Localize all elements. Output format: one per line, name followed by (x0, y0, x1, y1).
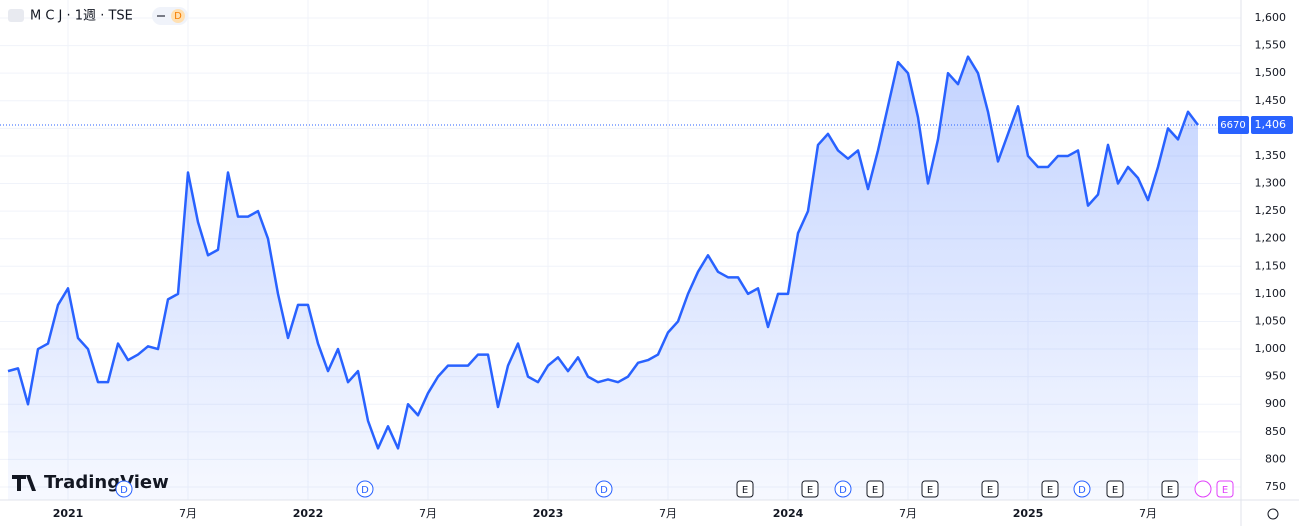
x-tick-label: 2021 (53, 507, 84, 520)
event-label: E (1167, 485, 1173, 496)
split-marker (1194, 480, 1212, 498)
logo-mark (12, 475, 36, 491)
event-marker (1106, 480, 1124, 498)
x-tick-label: 7月 (179, 507, 197, 520)
badge-dash (157, 15, 165, 17)
event-marker (736, 480, 754, 498)
symbol-tag (1218, 116, 1249, 135)
event-marker (866, 480, 884, 498)
y-tick-label: 950 (1265, 370, 1286, 383)
y-tick-label: 1,300 (1255, 177, 1287, 190)
settings-icon[interactable] (1267, 508, 1279, 520)
event-marker[interactable] (1073, 480, 1091, 498)
event-label: E (807, 485, 813, 496)
x-tick-label: 2023 (533, 507, 564, 520)
symbol-code: 6670 (1220, 120, 1245, 131)
x-tick-label: 2022 (293, 507, 324, 520)
event-marker (1041, 480, 1059, 498)
badge: D (174, 11, 182, 22)
x-tick-label: 7月 (659, 507, 677, 520)
event-marker[interactable] (595, 480, 613, 498)
y-tick-label: 900 (1265, 397, 1286, 410)
event-label: D (1078, 485, 1086, 496)
event-label: D (600, 485, 608, 496)
event-label: E (927, 485, 933, 496)
logo: TradingView (44, 472, 169, 493)
event-marker[interactable] (834, 480, 852, 498)
y-tick-label: 1,050 (1255, 314, 1287, 327)
badge-dot (171, 9, 185, 23)
y-tick-label: 1,350 (1255, 149, 1287, 162)
y-tick-label: 1,200 (1255, 232, 1287, 245)
event-label: E (987, 485, 993, 496)
x-tick-label: 7月 (899, 507, 917, 520)
event-marker (1161, 480, 1179, 498)
y-tick-label: 1,250 (1255, 204, 1287, 217)
event-label: E (1222, 485, 1228, 496)
x-tick-label: 2024 (773, 507, 804, 520)
area-fill (8, 56, 1198, 500)
event-marker[interactable] (356, 480, 374, 498)
y-tick-label: 850 (1265, 425, 1286, 438)
x-tick-label: 2025 (1013, 507, 1044, 520)
event-marker (801, 480, 819, 498)
x-tick-label: 7月 (419, 507, 437, 520)
event-marker (921, 480, 939, 498)
y-tick-label: 1,450 (1255, 94, 1287, 107)
event-label: E (872, 485, 878, 496)
x-tick-label: 7月 (1139, 507, 1157, 520)
y-tick-label: 1,000 (1255, 342, 1287, 355)
symbol-title[interactable]: M C J · 1週 · TSE (30, 9, 133, 24)
y-tick-label: 1,600 (1255, 11, 1287, 24)
y-tick-label: 1,100 (1255, 287, 1287, 300)
price-tag (1251, 116, 1293, 135)
event-label: E (1112, 485, 1118, 496)
symbol-icon (8, 9, 24, 22)
y-tick-label: 750 (1265, 480, 1286, 493)
y-tick-label: 1,550 (1255, 39, 1287, 52)
event-marker (981, 480, 999, 498)
event-label: D (839, 485, 847, 496)
event-label: E (1047, 485, 1053, 496)
event-label: D (361, 485, 369, 496)
y-tick-label: 1,150 (1255, 259, 1287, 272)
y-tick-label: 800 (1265, 452, 1286, 465)
y-tick-label: 1,500 (1255, 66, 1287, 79)
event-marker (1216, 480, 1234, 498)
last-price-label: 1,406 (1255, 118, 1287, 131)
event-marker[interactable] (115, 480, 133, 498)
event-label: E (742, 485, 748, 496)
price-line (7, 55, 1199, 450)
event-label: D (120, 485, 128, 496)
